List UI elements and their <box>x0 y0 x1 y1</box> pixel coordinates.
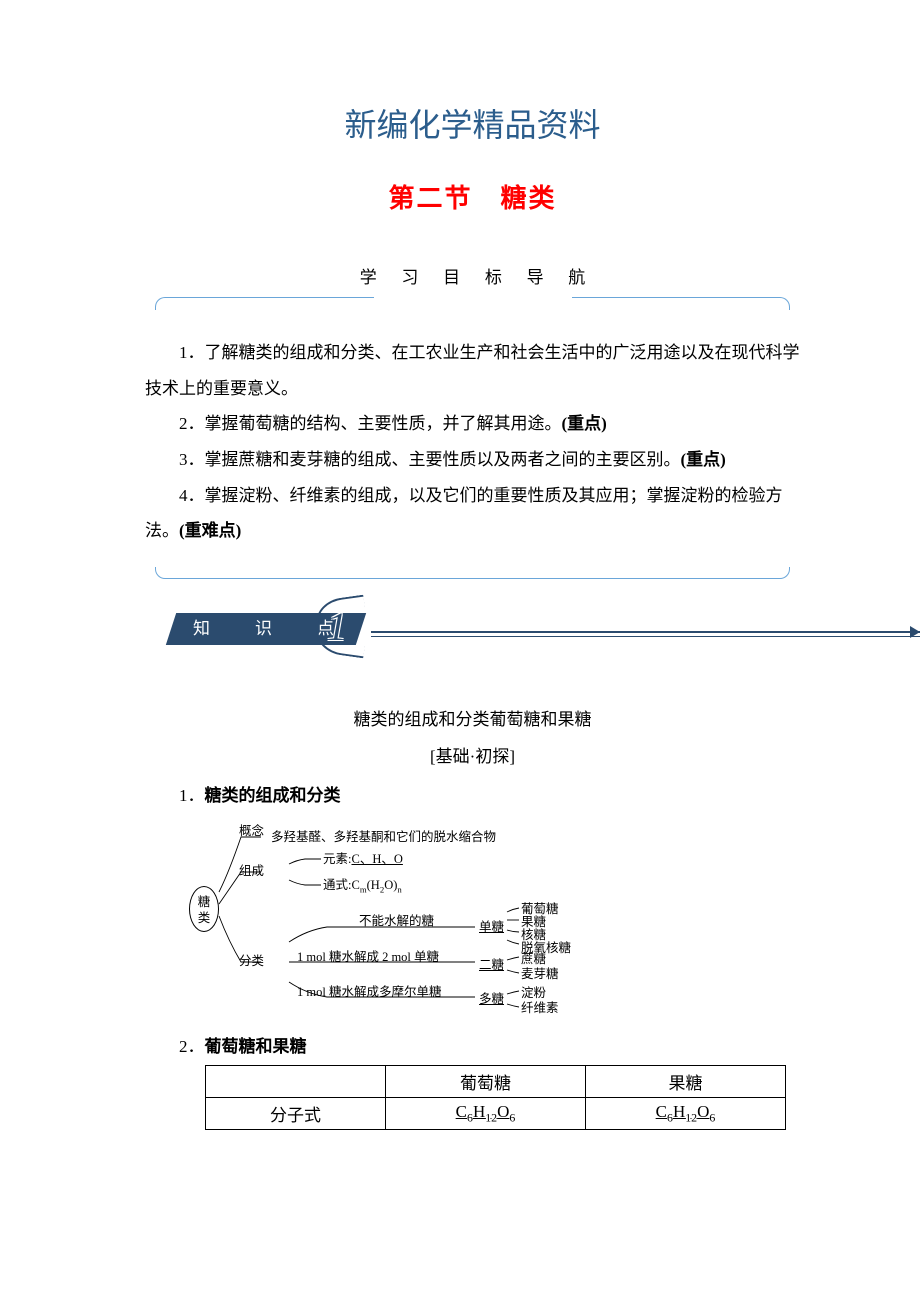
page-title: 新编化学精品资料 <box>145 100 800 146</box>
section-1-heading: 1．糖类的组成和分类 <box>145 781 800 806</box>
tree-di-cond: 1 mol 糖水解成 2 mol 单糖 <box>297 950 439 965</box>
learning-objectives: 1．了解糖类的组成和分类、在工农业生产和社会生活中的广泛用途以及在现代科学技术上… <box>145 335 800 549</box>
topic-title: 糖类的组成和分类葡萄糖和果糖 <box>145 705 800 730</box>
table-row: 分子式 C6H12O6 C6H12O6 <box>206 1098 786 1130</box>
objective-1: 1．了解糖类的组成和分类、在工农业生产和社会生活中的广泛用途以及在现代科学技术上… <box>145 335 800 406</box>
tree-class-label: 分类 <box>239 954 264 969</box>
table-header-row: 葡萄糖 果糖 <box>206 1066 786 1098</box>
tree-elements: 元素:C、H、O <box>323 852 403 867</box>
kp-arrow-icon <box>910 626 920 638</box>
section-2-heading-text: 葡萄糖和果糖 <box>205 1037 307 1056</box>
tree-mono-name: 单糖 <box>479 920 504 935</box>
table-header-blank <box>206 1066 386 1098</box>
table-header-fructose: 果糖 <box>586 1066 786 1098</box>
section-1-heading-text: 糖类的组成和分类 <box>205 786 341 805</box>
concept-tree: 糖类 概念 多羟基醛、多羟基酮和它们的脱水缩合物 <box>189 812 800 1018</box>
tree-di-name: 二糖 <box>479 958 504 973</box>
tree-poly-item-1: 纤维素 <box>521 1001 559 1016</box>
objective-2-text: 2．掌握葡萄糖的结构、主要性质，并了解其用途。 <box>179 414 562 433</box>
tree-di-item-0: 蔗糖 <box>521 952 546 967</box>
tree-poly-item-0: 淀粉 <box>521 986 546 1001</box>
frame-top <box>155 297 790 311</box>
compare-table: 葡萄糖 果糖 分子式 C6H12O6 C6H12O6 <box>205 1065 786 1130</box>
objective-2: 2．掌握葡萄糖的结构、主要性质，并了解其用途。(重点) <box>145 406 800 442</box>
tree-mono-cond: 不能水解的糖 <box>359 914 434 929</box>
table-fructose-formula: C6H12O6 <box>586 1098 786 1130</box>
tree-di-item-1: 麦芽糖 <box>521 967 559 982</box>
kp-rule-2 <box>371 636 920 637</box>
objective-1-text: 1．了解糖类的组成和分类、在工农业生产和社会生活中的广泛用途以及在现代科学技术上… <box>145 343 800 398</box>
nav-banner-text: 学 习 目 标 导 航 <box>350 263 596 288</box>
table-glucose-formula: C6H12O6 <box>386 1098 586 1130</box>
objective-3: 3．掌握蔗糖和麦芽糖的组成、主要性质以及两者之间的主要区别。(重点) <box>145 442 800 478</box>
tree-composition-label: 组成 <box>239 864 264 879</box>
tree-formula: 通式:Cm(H2O)n <box>323 878 402 895</box>
section-title: 第二节 糖类 <box>145 178 800 215</box>
objective-3-text: 3．掌握蔗糖和麦芽糖的组成、主要性质以及两者之间的主要区别。 <box>179 450 681 469</box>
table-row-label: 分子式 <box>206 1098 386 1130</box>
objective-4-emph: (重难点) <box>179 521 241 540</box>
frame-bottom <box>155 567 790 579</box>
objective-3-emph: (重点) <box>681 450 726 469</box>
kp-rule-1 <box>371 631 920 633</box>
section-2-heading: 2．葡萄糖和果糖 <box>145 1032 800 1057</box>
topic-subtitle: [基础·初探] <box>145 742 800 767</box>
objective-4: 4．掌握淀粉、纤维素的组成，以及它们的重要性质及其应用；掌握淀粉的检验方法。(重… <box>145 478 800 549</box>
objective-2-emph: (重点) <box>562 414 607 433</box>
nav-banner: 学 习 目 标 导 航 <box>145 263 800 287</box>
kp-number: 1 <box>327 603 347 650</box>
tree-poly-name: 多糖 <box>479 992 504 1007</box>
tree-concept-label: 概念 <box>239 824 264 839</box>
table-header-glucose: 葡萄糖 <box>386 1066 586 1098</box>
knowledge-point-banner: 知 识 点 1 <box>171 607 800 653</box>
tree-poly-cond: 1 mol 糖水解成多摩尔单糖 <box>297 985 441 1000</box>
tree-concept-text: 多羟基醛、多羟基酮和它们的脱水缩合物 <box>271 830 496 845</box>
